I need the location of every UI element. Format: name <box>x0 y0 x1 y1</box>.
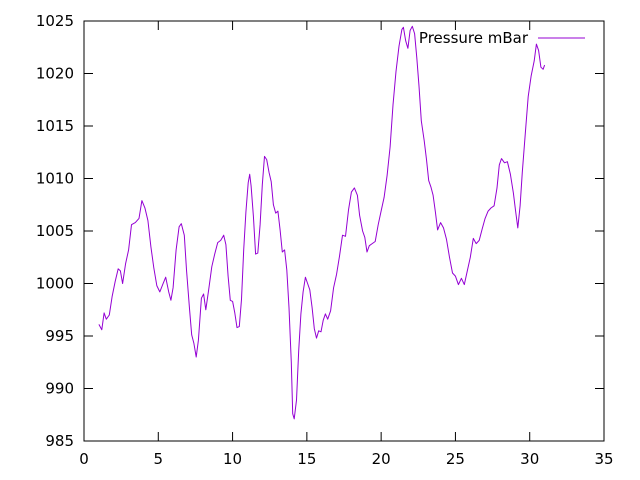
y-tick-label: 1020 <box>36 65 74 83</box>
axis-tick-labels: 0 5 10 15 20 25 30 3598599099510001005101010151… <box>36 12 614 468</box>
y-tick-label: 1025 <box>36 12 74 30</box>
x-tick-label: 15 <box>297 450 316 468</box>
x-tick-label: 5 <box>154 450 164 468</box>
x-tick-label: 20 <box>372 450 391 468</box>
plot-area-border <box>83 20 605 442</box>
y-tick-label: 995 <box>45 327 74 345</box>
legend-label: Pressure mBar <box>419 29 529 47</box>
x-tick-label: 35 <box>594 450 613 468</box>
series-line-pressure <box>98 25 546 420</box>
x-tick-label: 30 <box>520 450 539 468</box>
y-tick-label: 990 <box>45 380 74 398</box>
y-tick-label: 985 <box>45 432 74 450</box>
x-tick-label: 25 <box>446 450 465 468</box>
x-tick-label: 10 <box>223 450 242 468</box>
y-tick-label: 1010 <box>36 170 74 188</box>
y-tick-label: 1000 <box>36 275 74 293</box>
series-lines <box>98 25 546 420</box>
y-tick-label: 1015 <box>36 117 74 135</box>
x-tick-label: 0 <box>79 450 89 468</box>
y-tick-label: 1005 <box>36 222 74 240</box>
legend: Pressure mBar <box>419 29 585 47</box>
